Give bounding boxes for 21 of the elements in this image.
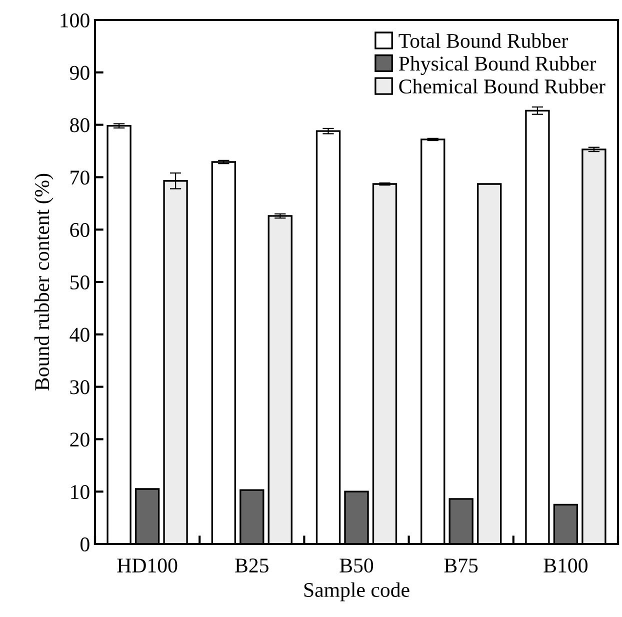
y-tick-label: 100 (60, 13, 90, 28)
y-tick-label: 10 (71, 484, 90, 500)
x-tick-label: B50 (340, 558, 374, 573)
y-tick-label: 0 (80, 537, 90, 552)
y-tick-label: 30 (70, 380, 90, 394)
y-tick-label: 20 (70, 432, 90, 447)
legend-label: Chemical Bound Rubber (399, 78, 606, 94)
y-tick-label: 40 (70, 328, 90, 342)
y-tick-label: 90 (70, 66, 90, 80)
x-tick-label: HD100 (117, 558, 178, 573)
y-tick-label: 70 (70, 170, 90, 185)
y-tick-label: 60 (70, 222, 90, 238)
x-tick-label: B75 (444, 558, 478, 573)
x-tick-label: B100 (544, 558, 588, 573)
y-tick-label: 80 (70, 118, 90, 132)
y-axis-title: Bound rubber content (%) (34, 174, 54, 390)
legend-label: Total Bound Rubber (398, 33, 568, 48)
x-tick-label: B25 (235, 558, 268, 573)
y-tick-label: 50 (70, 275, 90, 290)
legend-label: Physical Bound Rubber (398, 56, 596, 75)
x-axis-title: Sample code (304, 582, 410, 602)
